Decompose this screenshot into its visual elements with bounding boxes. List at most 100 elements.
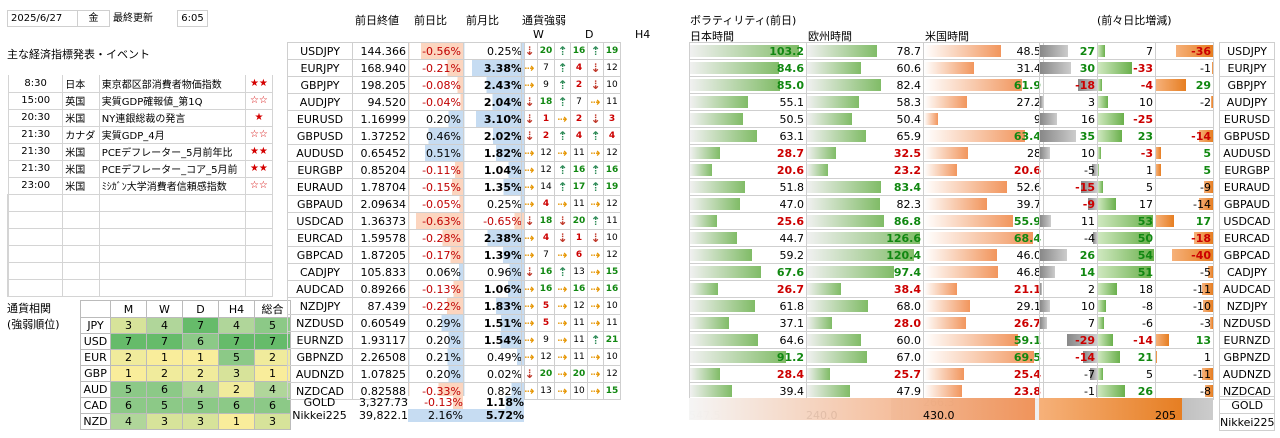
price-row: AUDJPY 94.520 -0.04% 2.04% bbox=[287, 93, 525, 111]
strength-value: 16 bbox=[570, 161, 588, 179]
volatility-row: 28.7 32.5 28 bbox=[689, 144, 1044, 162]
volatility-bar bbox=[690, 300, 756, 312]
volatility-bar bbox=[690, 79, 780, 91]
prev-month-change: 2.38% bbox=[463, 229, 525, 247]
change-value: 205 bbox=[1155, 409, 1176, 422]
arrow-right-icon: ⇢ bbox=[554, 280, 571, 298]
price-row: EURAUD 1.78704 -0.15% 1.35% bbox=[287, 178, 525, 196]
price-row: EURCAD 1.59578 -0.28% 2.38% bbox=[287, 229, 525, 247]
pair-label-row: GBPJPY bbox=[1219, 76, 1275, 94]
volatility-value: 84.6 bbox=[776, 61, 804, 75]
change-row: 2 18 -11 bbox=[1039, 280, 1214, 298]
pair-name-right: AUDNZD bbox=[1219, 365, 1275, 383]
volatility-row: 20.6 23.2 20.6 bbox=[689, 161, 1044, 179]
change-value: -11 bbox=[1193, 282, 1211, 296]
correlation-rank: 5 bbox=[146, 397, 183, 414]
pair-name: GBPNZD bbox=[287, 348, 353, 366]
volatility-value: 103.2 bbox=[769, 44, 804, 58]
volatility-row: 85.0 82.4 61.9 bbox=[689, 76, 1044, 94]
change-value: 7 bbox=[1146, 44, 1153, 58]
volatility-bar bbox=[807, 215, 885, 227]
prev-month-change: 1.35% bbox=[463, 178, 525, 196]
strength-value: 3 bbox=[603, 110, 621, 128]
strength-row: ⇢ 7 ⇡ 4 ⇣ 12 bbox=[521, 59, 621, 77]
price-row: USDJPY 144.366 -0.56% 0.25% bbox=[287, 42, 525, 60]
strength-row: ⇢ 4 ⇣ 1 ⇣ 10 bbox=[521, 229, 621, 247]
volatility-value: 68.4 bbox=[1013, 231, 1041, 245]
pair-name-right: GOLD bbox=[1218, 396, 1276, 414]
price-row: EURNZD 1.93117 0.20% 1.54% bbox=[287, 331, 525, 349]
prev-month-change: 0.96% bbox=[463, 263, 525, 281]
prev-day-change: 0.20% bbox=[408, 110, 464, 128]
volatility-bar bbox=[690, 266, 762, 278]
strength-value: 16 bbox=[570, 42, 588, 60]
change-bar bbox=[1156, 147, 1162, 159]
change-value: 10 bbox=[1081, 299, 1095, 313]
volatility-value: 68.0 bbox=[896, 299, 922, 313]
correlation-rank: 3 bbox=[254, 413, 291, 430]
price-table: USDJPY 144.366 -0.56% 0.25% EURJPY 168.940 -0.… bbox=[287, 42, 525, 400]
arrow-right-icon: ⇢ bbox=[554, 297, 571, 315]
strength-value: 12 bbox=[537, 144, 555, 162]
volatility-value: 67.6 bbox=[776, 265, 804, 279]
change-bar bbox=[1207, 266, 1213, 278]
volatility-value: 23.2 bbox=[893, 163, 921, 177]
strength-value: 11 bbox=[603, 212, 621, 230]
change-bar bbox=[1040, 283, 1043, 295]
volatility-value: 51.8 bbox=[779, 180, 805, 194]
strength-value: 9 bbox=[537, 331, 555, 349]
pair-label-row: AUDNZD bbox=[1219, 365, 1275, 383]
event-name: 実質GDP確報値_第1Q bbox=[99, 92, 246, 110]
volatility-value: 83.4 bbox=[893, 180, 921, 194]
pair-label-row: CADJPY bbox=[1219, 263, 1275, 281]
event-name: PCEデフレーター_5月前年比 bbox=[99, 143, 246, 161]
strength-value: 12 bbox=[570, 297, 588, 315]
prev-month-change: 1.54% bbox=[463, 331, 525, 349]
change-value: -18 bbox=[1075, 78, 1095, 92]
header-us-time: 米国時間 bbox=[925, 30, 969, 43]
change-value: -40 bbox=[1191, 248, 1211, 262]
volatility-bar bbox=[924, 198, 987, 210]
header-change: (前々日比増減) bbox=[1097, 14, 1172, 27]
arrow-right-icon: ⇢ bbox=[554, 246, 571, 264]
change-value: 29 bbox=[1195, 78, 1211, 92]
volatility-value: 55.1 bbox=[779, 95, 805, 109]
pair-label-row: AUDUSD bbox=[1219, 144, 1275, 162]
change-value: 54 bbox=[1137, 248, 1153, 262]
volatility-value: 26.7 bbox=[776, 282, 804, 296]
pair-label-row: NZDUSD bbox=[1219, 314, 1275, 332]
arrow-down-icon: ⇣ bbox=[521, 93, 538, 111]
change-bar bbox=[1040, 266, 1055, 278]
arrow-down-icon: ⇣ bbox=[521, 365, 538, 383]
pair-name: USDJPY bbox=[287, 42, 353, 60]
change-value: 5 bbox=[1203, 146, 1211, 160]
change-value: 18 bbox=[1139, 282, 1153, 296]
pair-name: AUDJPY bbox=[287, 93, 353, 111]
change-bar bbox=[1202, 300, 1213, 312]
change-value: 5 bbox=[1146, 367, 1153, 381]
change-bar bbox=[1098, 96, 1109, 108]
change-value: 17 bbox=[1195, 214, 1211, 228]
strength-row: ⇢ 9 ⇡ 2 ⇣ 10 bbox=[521, 76, 621, 94]
change-bar bbox=[1156, 79, 1187, 91]
arrow-right-icon: ⇢ bbox=[521, 76, 538, 94]
change-bar bbox=[1089, 368, 1097, 380]
volatility-row: 61.8 68.0 29.1 bbox=[689, 297, 1044, 315]
change-value: -33 bbox=[1133, 61, 1153, 75]
change-row: 26 54 -40 bbox=[1039, 246, 1214, 264]
volatility-bar bbox=[924, 130, 1025, 142]
pair-name-right: NZDUSD bbox=[1219, 314, 1275, 332]
prev-day-change: -0.04% bbox=[408, 93, 464, 111]
event-name: ﾐｼｶﾞﾝ大学消費者信頼感指数 bbox=[99, 177, 246, 195]
change-bar bbox=[1098, 283, 1117, 295]
volatility-bar bbox=[807, 130, 866, 142]
pair-label-row: EURGBP bbox=[1219, 161, 1275, 179]
change-value: 10 bbox=[1139, 95, 1153, 109]
pair-name-right: GBPUSD bbox=[1219, 127, 1275, 145]
change-value: -9 bbox=[1200, 180, 1211, 194]
volatility-bar bbox=[807, 317, 832, 329]
change-bar bbox=[1098, 317, 1105, 329]
arrow-right-icon: ⇢ bbox=[587, 246, 604, 264]
strength-value: 10 bbox=[603, 297, 621, 315]
change-bar bbox=[1156, 164, 1162, 176]
